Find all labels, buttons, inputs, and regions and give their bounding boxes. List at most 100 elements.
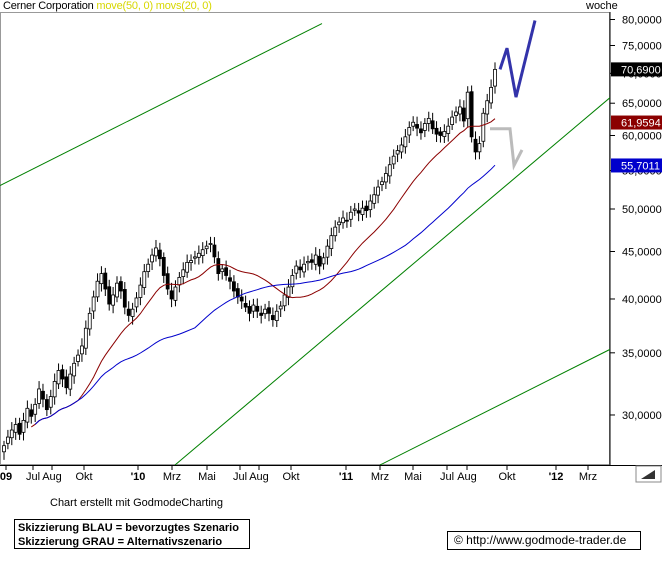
candle-body (380, 181, 384, 186)
candle-body (150, 254, 154, 263)
x-tick-label: Jul (26, 471, 40, 483)
candle-body (161, 256, 166, 276)
copyright-link[interactable]: © http://www.godmode-trader.de (447, 531, 641, 550)
candle-body (403, 136, 408, 148)
candle-body (126, 308, 131, 316)
x-tick-label: '12 (549, 471, 564, 483)
candle-body (434, 127, 439, 135)
candle-body (87, 312, 92, 330)
candle-body (228, 277, 232, 282)
candle-body (446, 125, 451, 134)
candle-body (142, 271, 147, 288)
x-tick-label: '11 (339, 471, 353, 483)
ma-long-line (34, 164, 496, 425)
candle-body (387, 164, 392, 177)
candle-body (415, 124, 419, 129)
candle-body (411, 121, 416, 127)
candle-body (21, 419, 26, 433)
candle-body (181, 269, 186, 277)
candle-body (270, 315, 275, 321)
y-tick-label: 45,0000 (622, 246, 662, 258)
candle-body (485, 100, 490, 115)
candle-body (216, 258, 221, 274)
candle-body (341, 217, 345, 224)
candle-body (259, 312, 264, 316)
candle-body (56, 370, 61, 385)
candle-body (208, 243, 213, 245)
y-tick-label: 75,0000 (622, 41, 662, 53)
x-tick-label: Aug (457, 471, 477, 483)
candle-body (29, 409, 34, 417)
candle-body (294, 265, 299, 274)
candle-body (419, 128, 423, 134)
scenario-gray-line (490, 127, 524, 171)
candle-body (454, 111, 458, 116)
x-tick-label: 09 (0, 471, 12, 483)
candle-body (364, 205, 369, 212)
legend-blue: Skizzierung BLAU = bevorzugtes Szenario (18, 522, 239, 534)
candle-body (309, 259, 314, 263)
candle-body (220, 268, 225, 273)
x-tick-label: Mrz (579, 471, 597, 483)
candle-body (80, 345, 84, 355)
candle-body (99, 273, 104, 285)
y-tick-label: 50,0000 (622, 204, 662, 216)
x-tick-label: Mrz (371, 471, 389, 483)
scenario-blue-line (498, 20, 537, 98)
candle-body (395, 150, 400, 155)
candle-body (200, 249, 205, 256)
candle-body (107, 286, 112, 305)
candle-body (333, 226, 338, 237)
price-tags: 70,6900 61,9594 55,7011 (611, 62, 662, 173)
candle-body (72, 362, 77, 377)
legend-gray: Skizzierung GRAU = Alternativszenario (18, 536, 223, 548)
candle-body (165, 273, 170, 290)
channel-middle-line (174, 97, 610, 465)
scroll-arrow-icon[interactable] (635, 465, 662, 483)
candle-body (306, 261, 310, 264)
candle-body (103, 272, 108, 290)
candle-body (426, 117, 431, 124)
candle-body (119, 281, 123, 292)
candle-body (317, 255, 322, 267)
candle-body (481, 112, 486, 142)
candle-body (458, 106, 462, 115)
y-tick-label: 80,0000 (622, 14, 662, 26)
candle-body (154, 247, 158, 257)
candle-body (422, 123, 427, 131)
candle-body (189, 260, 193, 263)
candle-body (95, 280, 100, 298)
x-tick-label: '10 (131, 471, 146, 483)
candle-body (450, 116, 455, 125)
candle-body (138, 284, 143, 298)
candle-body (399, 144, 404, 153)
candle-body (352, 208, 357, 211)
candle-body (232, 281, 236, 292)
x-tick-label: Aug (249, 471, 269, 483)
x-tick-label: Okt (282, 471, 299, 483)
candle-body (247, 306, 252, 314)
candle-body (52, 381, 57, 398)
candle-body (473, 138, 478, 153)
last-price-tag: 70,6900 (621, 64, 661, 76)
y-tick-label: 35,0000 (622, 348, 662, 360)
candle-body (313, 254, 318, 265)
candle-body (196, 252, 201, 258)
candle-body (115, 282, 119, 298)
candle-body (442, 131, 447, 137)
x-tick-label: Jul (233, 471, 247, 483)
plot-area (0, 20, 610, 465)
candle-body (33, 403, 38, 415)
candle-body (173, 286, 178, 301)
candle-body (391, 155, 396, 165)
ma-long-tag: 55,7011 (621, 160, 660, 172)
candle-body (204, 245, 209, 250)
scenario-legend: Skizzierung BLAU = bevorzugtes Szenario … (14, 519, 250, 549)
candle-body (469, 91, 474, 138)
candle-body (372, 194, 377, 204)
x-tick-label: Jul (440, 471, 454, 483)
x-tick-label: Mrz (163, 471, 181, 483)
candle-body (48, 396, 53, 408)
candle-body (64, 376, 69, 389)
candle-body (368, 200, 373, 211)
